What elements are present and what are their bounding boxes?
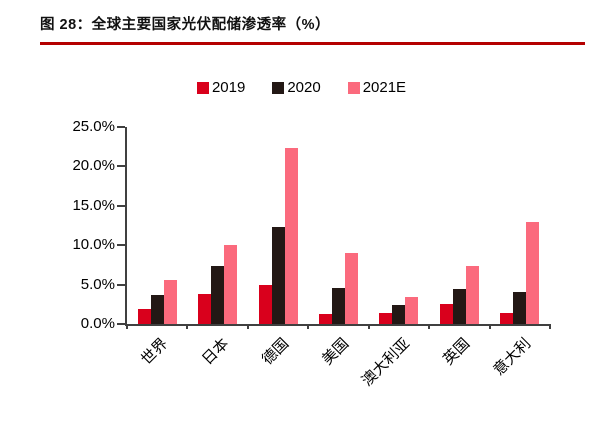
y-axis-tick	[117, 165, 125, 168]
bar-2021E	[224, 245, 238, 324]
bar-2020	[150, 294, 164, 324]
x-axis-label: 日本	[198, 335, 232, 369]
legend-item: 2020	[272, 79, 321, 96]
legend-item: 2021E	[347, 79, 407, 96]
y-axis-label: 5.0%	[80, 275, 115, 293]
y-axis-label: 10.0%	[72, 236, 115, 254]
legend-item: 2019	[196, 79, 246, 96]
legend-swatch-icon	[347, 81, 360, 94]
y-axis-tick	[117, 323, 125, 325]
bar-group-1	[127, 127, 187, 324]
bar-group-2	[187, 127, 247, 324]
x-axis-tick	[126, 324, 128, 329]
x-axis-label: 德国	[258, 335, 293, 369]
figure-title: 图 28：全球主要国家光伏配储渗透率（%）	[40, 13, 585, 45]
bar-2021E	[465, 266, 479, 324]
bar-2019	[439, 304, 453, 324]
bar-2021E	[344, 253, 358, 324]
bar-group-3	[248, 127, 308, 324]
x-axis-tick	[549, 324, 551, 329]
bar-2020	[452, 288, 466, 324]
x-axis-label: 世界	[138, 335, 172, 369]
y-axis-tick	[117, 126, 125, 128]
bar-2019	[379, 312, 393, 324]
y-axis-tick	[117, 204, 125, 207]
bar-group-6	[429, 127, 489, 324]
x-axis-label: 澳大利亚	[358, 335, 414, 390]
bar-2019	[198, 294, 212, 324]
bar-2020	[513, 292, 527, 324]
y-axis-tick	[117, 283, 125, 286]
bar-2021E	[405, 297, 419, 324]
bar-group-4	[308, 127, 368, 324]
bar-2019	[500, 312, 514, 324]
y-axis-label: 20.0%	[72, 157, 115, 175]
bar-2021E	[284, 148, 298, 324]
legend-swatch-icon	[196, 81, 209, 94]
x-axis-label: 意大利	[490, 335, 534, 379]
x-axis-tick	[367, 324, 370, 329]
legend-label: 2021E	[362, 79, 407, 96]
bar-2019	[137, 309, 151, 324]
y-axis-label: 15.0%	[72, 196, 115, 214]
y-axis-label: 0.0%	[80, 315, 115, 332]
plot-area: 0.0% 5.0% 10.0% 15.0% 20.0% 25.0% 世界 日本 德国 美国 澳大利亚…	[72, 118, 551, 390]
x-axis-tick	[428, 324, 431, 329]
x-axis-tick	[488, 324, 491, 329]
bar-groups	[127, 127, 550, 324]
x-axis-tick	[307, 324, 310, 329]
legend-swatch-icon	[272, 81, 285, 94]
bar-2019	[318, 313, 332, 324]
y-axis-label: 25.0%	[72, 118, 115, 135]
bar-2020	[331, 287, 345, 324]
bar-2020	[271, 227, 285, 324]
x-axis-tick	[246, 324, 249, 329]
x-axis-label: 美国	[319, 335, 353, 369]
bar-2020	[211, 265, 225, 324]
y-axis-tick	[117, 244, 125, 247]
x-axis-tick	[186, 324, 189, 329]
bar-group-7	[490, 127, 550, 324]
legend-label: 2020	[287, 79, 321, 96]
bar-2021E	[526, 221, 540, 324]
x-axis-label: 英国	[440, 335, 474, 369]
bar-group-5	[369, 127, 429, 324]
legend-label: 2019	[211, 79, 246, 96]
bar-2020	[392, 305, 406, 324]
legend: 2019 2020 2021E	[0, 79, 603, 96]
bar-2021E	[163, 279, 177, 324]
bar-2019	[258, 284, 272, 324]
